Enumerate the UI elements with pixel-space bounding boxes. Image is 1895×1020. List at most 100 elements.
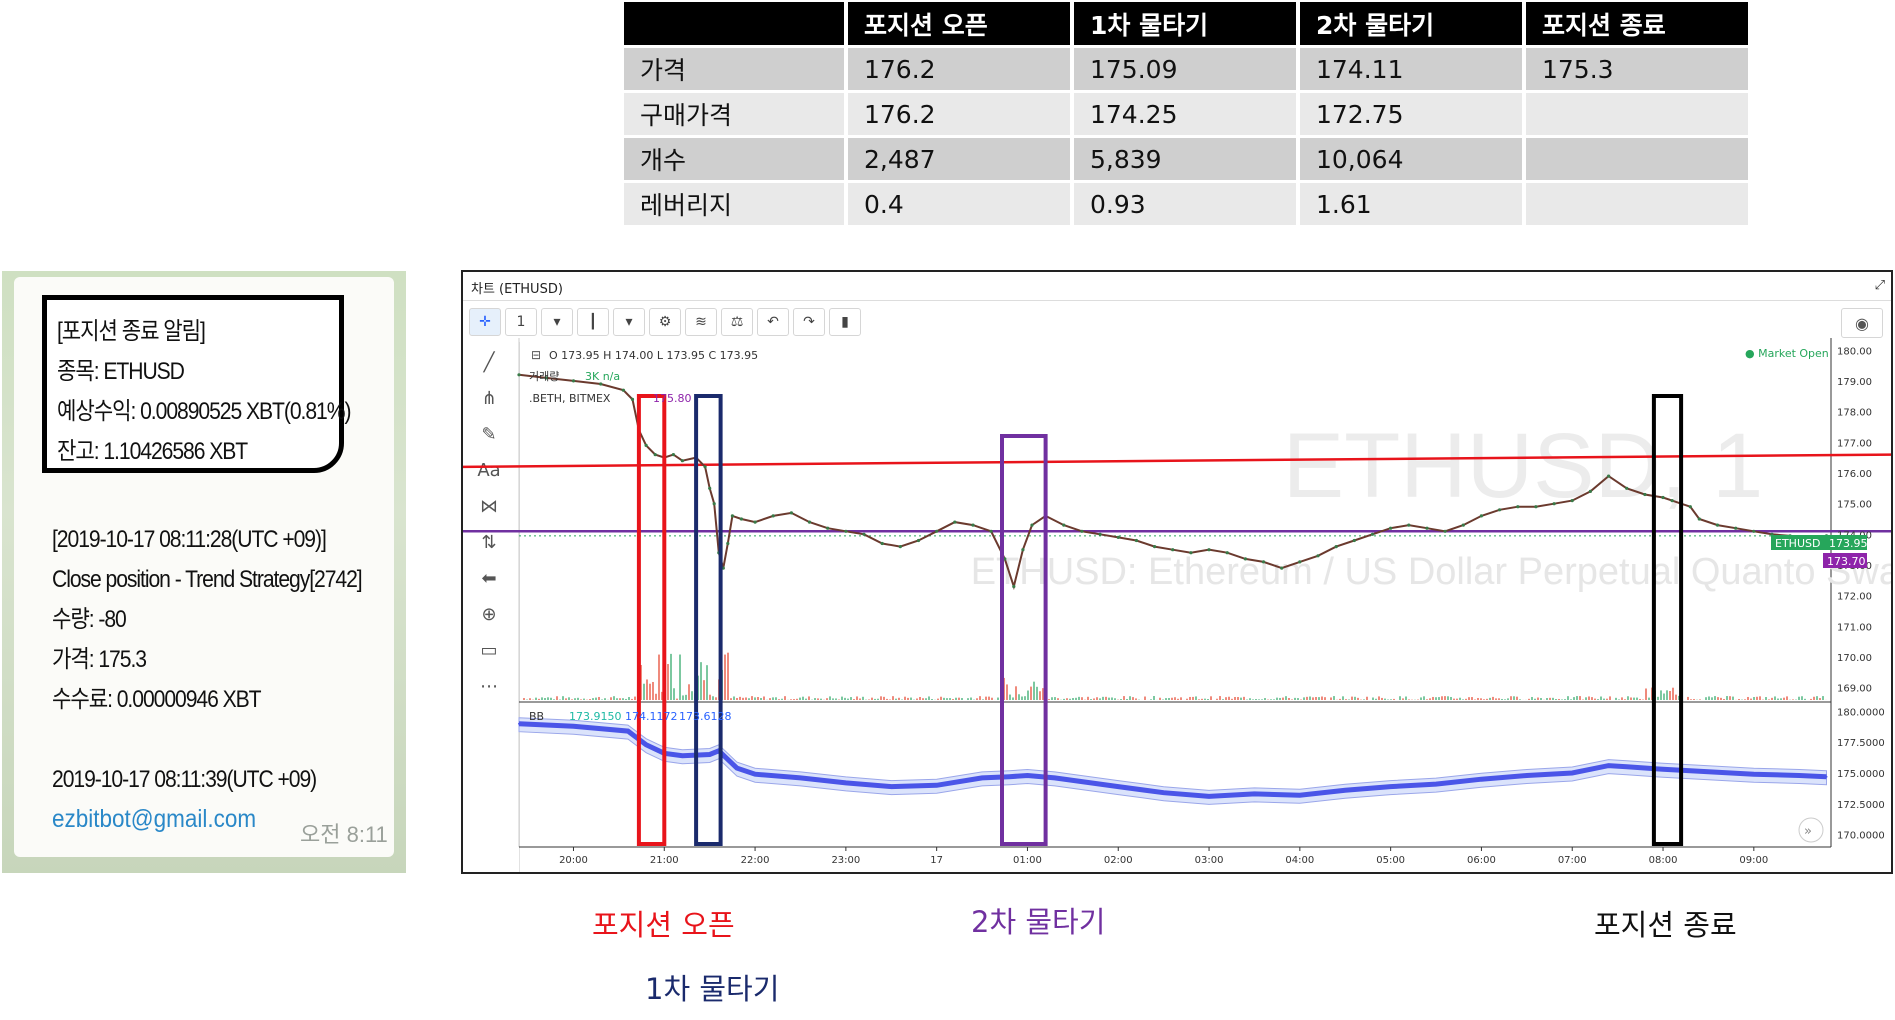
price-point [1607, 474, 1611, 478]
volume-bar [1393, 698, 1395, 700]
price-tick-label: 172.00 [1837, 592, 1872, 603]
redo-icon[interactable]: ↷ [793, 308, 825, 336]
volume-bar [1624, 699, 1626, 700]
volume-bar [1015, 686, 1017, 700]
bb-value-lower: 173.6128 [679, 710, 732, 723]
volume-bar [1294, 697, 1296, 700]
bb-point [1344, 789, 1347, 792]
volume-bar [1564, 699, 1566, 700]
chevron-down-icon[interactable]: ▾ [613, 308, 645, 336]
volume-bar [925, 698, 927, 700]
volume-bar [1597, 699, 1599, 700]
volume-bar [1168, 698, 1170, 700]
zoom-icon[interactable]: ⊕ [481, 603, 497, 625]
time-tick-label: 04:00 [1285, 855, 1314, 866]
price-point [826, 526, 830, 530]
crosshair-icon[interactable]: ✛ [469, 308, 501, 336]
gear-icon[interactable]: ⚙ [649, 308, 681, 336]
brush-icon[interactable]: ✎ [481, 423, 497, 445]
volume-bar [1546, 698, 1548, 700]
volume-bar [1774, 696, 1776, 700]
table-row: 개수 2,487 5,839 10,064 [624, 135, 1752, 180]
indicators-icon[interactable]: ≋ [685, 308, 717, 336]
volume-bar [1729, 696, 1731, 700]
volume-bar [874, 698, 876, 700]
measure-icon[interactable]: ⇅ [481, 531, 497, 553]
price-point [1116, 535, 1120, 539]
text-tool-icon[interactable]: Aa [477, 459, 501, 481]
volume-bar [1342, 696, 1344, 700]
price-tick-label: 178.00 [1837, 408, 1872, 419]
volume-bar [877, 698, 879, 700]
chevron-down-icon[interactable]: ▾ [541, 308, 573, 336]
volume-bar [1237, 697, 1239, 700]
message-line: Close position - Trend Strategy[2742] [52, 566, 363, 593]
volume-bar [1519, 699, 1521, 700]
bb-legend: BB [529, 710, 544, 723]
price-point [1516, 505, 1520, 509]
undo-icon[interactable]: ↶ [757, 308, 789, 336]
time-tick-label: 07:00 [1558, 855, 1587, 866]
volume-bar [1492, 696, 1494, 700]
volume-bar [1633, 697, 1635, 700]
volume-bar [931, 699, 933, 700]
ruler-icon[interactable]: ▭ [480, 639, 498, 661]
time-tick-label: 05:00 [1376, 855, 1405, 866]
camera-icon[interactable]: ◉ [1841, 308, 1883, 338]
volume-bar [646, 679, 648, 700]
bb-tick-label: 180.0000 [1837, 707, 1885, 718]
fork-icon[interactable]: ⋔ [481, 387, 497, 409]
volume-bar [1822, 696, 1824, 700]
trend-line-icon[interactable]: ╱ [483, 351, 495, 373]
time-tick-label: 03:00 [1195, 855, 1224, 866]
volume-bar [1390, 699, 1392, 700]
volume-bar [1456, 698, 1458, 700]
bar-chart-icon[interactable]: ▮ [829, 308, 861, 336]
table-header-cell: 1차 물타기 [1074, 2, 1300, 45]
price-point [1370, 532, 1375, 536]
volume-bar [610, 697, 612, 700]
highlight-second-averaging [1000, 434, 1048, 846]
volume-bar [712, 696, 714, 700]
volume-bar [841, 696, 843, 700]
volume-bar [1255, 698, 1257, 700]
candlestick-icon[interactable]: ┃ [577, 308, 609, 336]
maximize-icon[interactable]: ⤢ [1874, 278, 1885, 293]
price-chart[interactable]: ETHUSD, 1 ETHUSD: Ethereum / US Dollar P… [463, 272, 1891, 872]
scroll-to-end-icon[interactable] [1798, 817, 1824, 843]
price-point [1752, 529, 1756, 533]
price-point [599, 382, 603, 386]
email-link[interactable]: ezbitbot@gmail.com [52, 805, 257, 833]
interval-selector[interactable]: 1 [505, 308, 537, 336]
price-point [1153, 545, 1157, 549]
volume-bar [1243, 696, 1245, 700]
price-point [726, 541, 730, 546]
price-point [862, 532, 866, 536]
volume-bar [1306, 696, 1308, 700]
arrow-left-icon[interactable]: ⬅ [481, 567, 497, 589]
more-icon[interactable]: ⋯ [480, 675, 498, 697]
time-tick-label: 02:00 [1104, 855, 1133, 866]
volume-bar [904, 696, 906, 700]
time-tick-label: 01:00 [1013, 855, 1042, 866]
table-header-cell: 포지션 오픈 [848, 2, 1074, 45]
pattern-icon[interactable]: ⋈ [480, 495, 498, 517]
legend-box-icon[interactable]: ⊟ [531, 348, 541, 362]
chevron-right-icon[interactable]: » [1804, 824, 1812, 839]
volume-bar [1426, 699, 1428, 700]
volume-bar [1705, 697, 1707, 700]
volume-bar [1621, 697, 1623, 700]
volume-bar [1012, 697, 1014, 700]
compare-icon[interactable]: ⚖ [721, 308, 753, 336]
volume-bar [940, 696, 942, 700]
volume-bar [1252, 699, 1254, 700]
bb-point [1625, 765, 1628, 768]
volume-bar [547, 697, 549, 700]
price-point [517, 373, 521, 377]
price-point [1697, 517, 1701, 521]
volume-bar [1303, 697, 1305, 700]
volume-bar [553, 699, 555, 700]
volume-bar [1675, 694, 1677, 700]
volume-bar [1714, 696, 1716, 700]
volume-bar [1087, 696, 1089, 700]
